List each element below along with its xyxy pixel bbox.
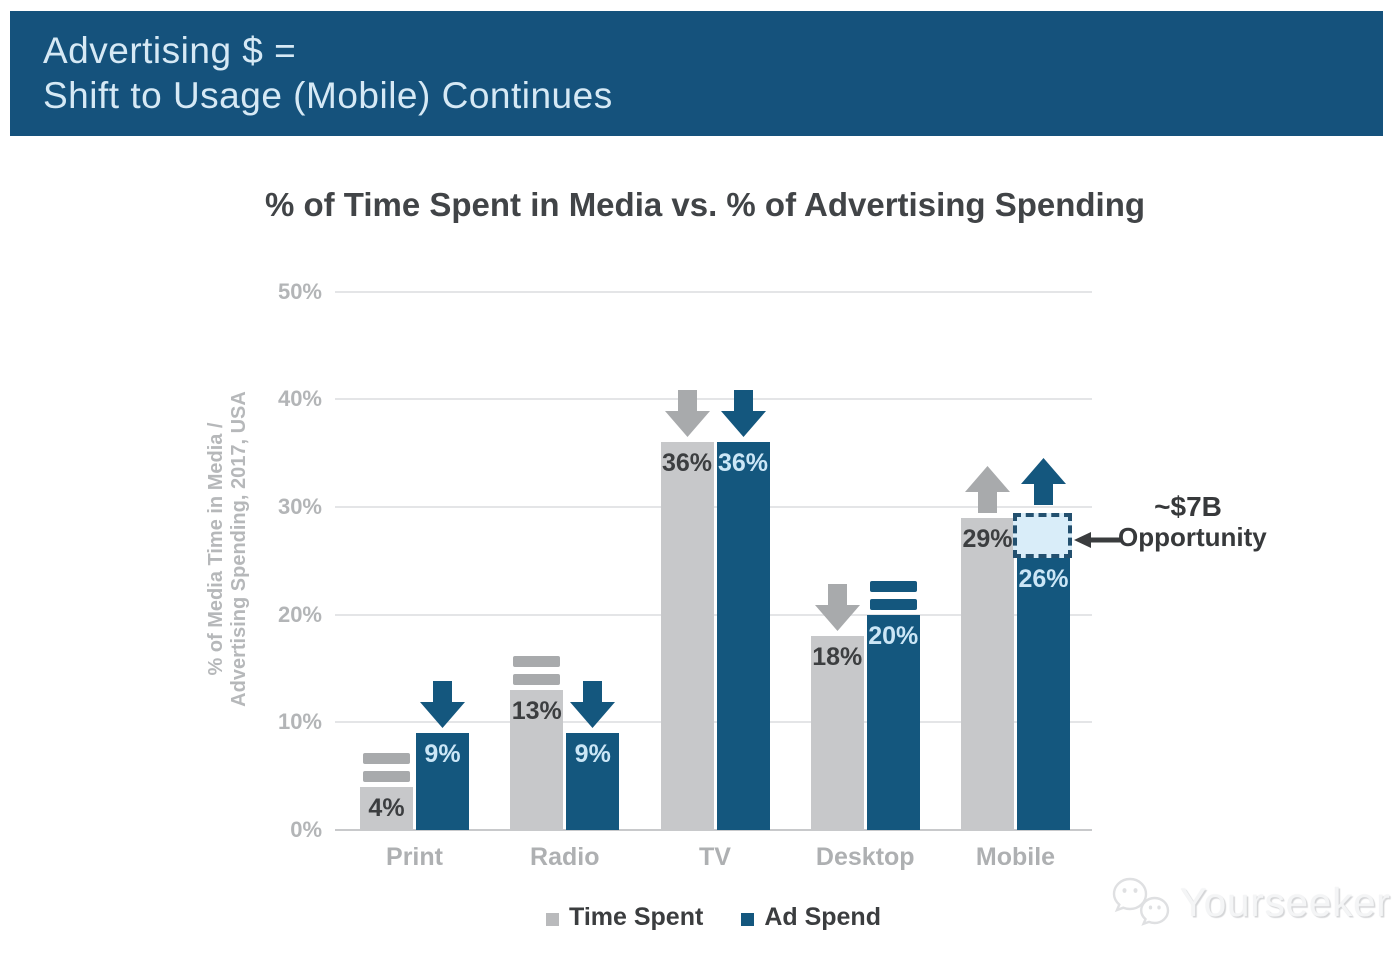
y-axis-title-line1: % of Media Time in Media / — [205, 422, 227, 676]
category-label-mobile: Mobile — [975, 843, 1056, 871]
gridline-50 — [335, 290, 1092, 293]
gridline-40 — [335, 398, 1092, 401]
bar-ad-spend-radio — [566, 733, 620, 830]
category-label-tv: TV — [699, 843, 731, 871]
opportunity-gap-box — [1013, 513, 1072, 558]
opportunity-label: Opportunity — [1118, 522, 1267, 552]
category-label-print: Print — [386, 843, 443, 871]
bar-value-label-time-spent-print: 4% — [368, 794, 405, 822]
bar-value-label-ad-spend-radio: 9% — [574, 740, 611, 768]
y-tick-label-40: 40% — [277, 386, 322, 412]
y-tick-label-10: 10% — [277, 709, 322, 735]
trend-down-icon-time-spent-tv — [664, 390, 710, 437]
legend-item-ad-spend: Ad Spend — [741, 903, 881, 932]
bar-value-label-time-spent-radio: 13% — [511, 697, 562, 725]
gridline-0 — [335, 829, 1092, 831]
y-tick-label-0: 0% — [290, 817, 322, 842]
legend-swatch-time-spent — [546, 912, 560, 926]
bar-ad-spend-tv — [716, 442, 770, 830]
header-title-line2: Shift to Usage (Mobile) Continues — [43, 75, 613, 116]
chart-title: % of Time Spent in Media vs. % of Advert… — [264, 186, 1146, 223]
trend-down-icon-ad-spend-print — [420, 681, 465, 728]
legend-label-time-spent: Time Spent — [569, 903, 704, 931]
trend-up-icon-ad-spend-mobile — [1021, 458, 1066, 505]
header-banner: Advertising $ = Shift to Usage (Mobile) … — [10, 11, 1383, 136]
header-title-line1: Advertising $ = — [43, 30, 297, 71]
bar-value-label-ad-spend-desktop: 20% — [868, 622, 919, 650]
y-tick-label-20: 20% — [277, 601, 322, 627]
bar-value-label-ad-spend-tv: 36% — [717, 449, 769, 477]
left-arrow-icon — [1074, 532, 1122, 548]
y-tick-label-50: 50% — [277, 278, 322, 304]
legend-swatch-ad-spend — [741, 912, 755, 926]
watermark: Yourseeker — [1112, 874, 1391, 932]
bar-value-label-ad-spend-print: 9% — [424, 740, 461, 768]
opportunity-annotation: ~$7B Opportunity — [1118, 491, 1267, 553]
opportunity-amount: ~$7B — [1154, 491, 1222, 522]
trend-down-icon-time-spent-desktop — [814, 584, 860, 631]
category-label-radio: Radio — [530, 843, 600, 871]
category-label-desktop: Desktop — [815, 843, 915, 871]
trend-down-icon-ad-spend-tv — [720, 390, 766, 437]
bar-ad-spend-mobile — [1017, 550, 1070, 830]
bar-time-spent-radio — [510, 690, 564, 830]
trend-flat-icon-time-spent-print — [363, 753, 410, 782]
bar-ad-spend-print — [416, 733, 469, 830]
legend-label-ad-spend: Ad Spend — [764, 903, 881, 931]
gridline-20 — [335, 613, 1092, 616]
bar-value-label-time-spent-mobile: 29% — [962, 525, 1013, 553]
y-tick-label-30: 30% — [277, 493, 322, 519]
bar-time-spent-print — [360, 787, 413, 830]
bar-time-spent-tv — [660, 442, 714, 830]
bar-time-spent-mobile — [961, 518, 1014, 830]
watermark-text: Yourseeker — [1180, 880, 1391, 925]
bar-ad-spend-desktop — [866, 615, 920, 830]
wechat-icon — [1112, 877, 1170, 926]
bar-value-label-time-spent-tv: 36% — [661, 449, 713, 477]
gridline-30 — [335, 505, 1092, 508]
trend-flat-icon-ad-spend-desktop — [869, 581, 917, 610]
legend-item-time-spent: Time Spent — [546, 903, 703, 932]
gridline-10 — [335, 721, 1092, 724]
bar-value-label-ad-spend-mobile: 26% — [1018, 565, 1069, 593]
trend-down-icon-ad-spend-radio — [570, 681, 616, 728]
trend-up-icon-time-spent-mobile — [965, 466, 1010, 513]
legend: Time Spent Ad Spend — [335, 903, 1092, 932]
bar-value-label-time-spent-desktop: 18% — [812, 643, 863, 671]
bar-time-spent-desktop — [810, 636, 864, 830]
trend-flat-icon-time-spent-radio — [513, 656, 561, 685]
